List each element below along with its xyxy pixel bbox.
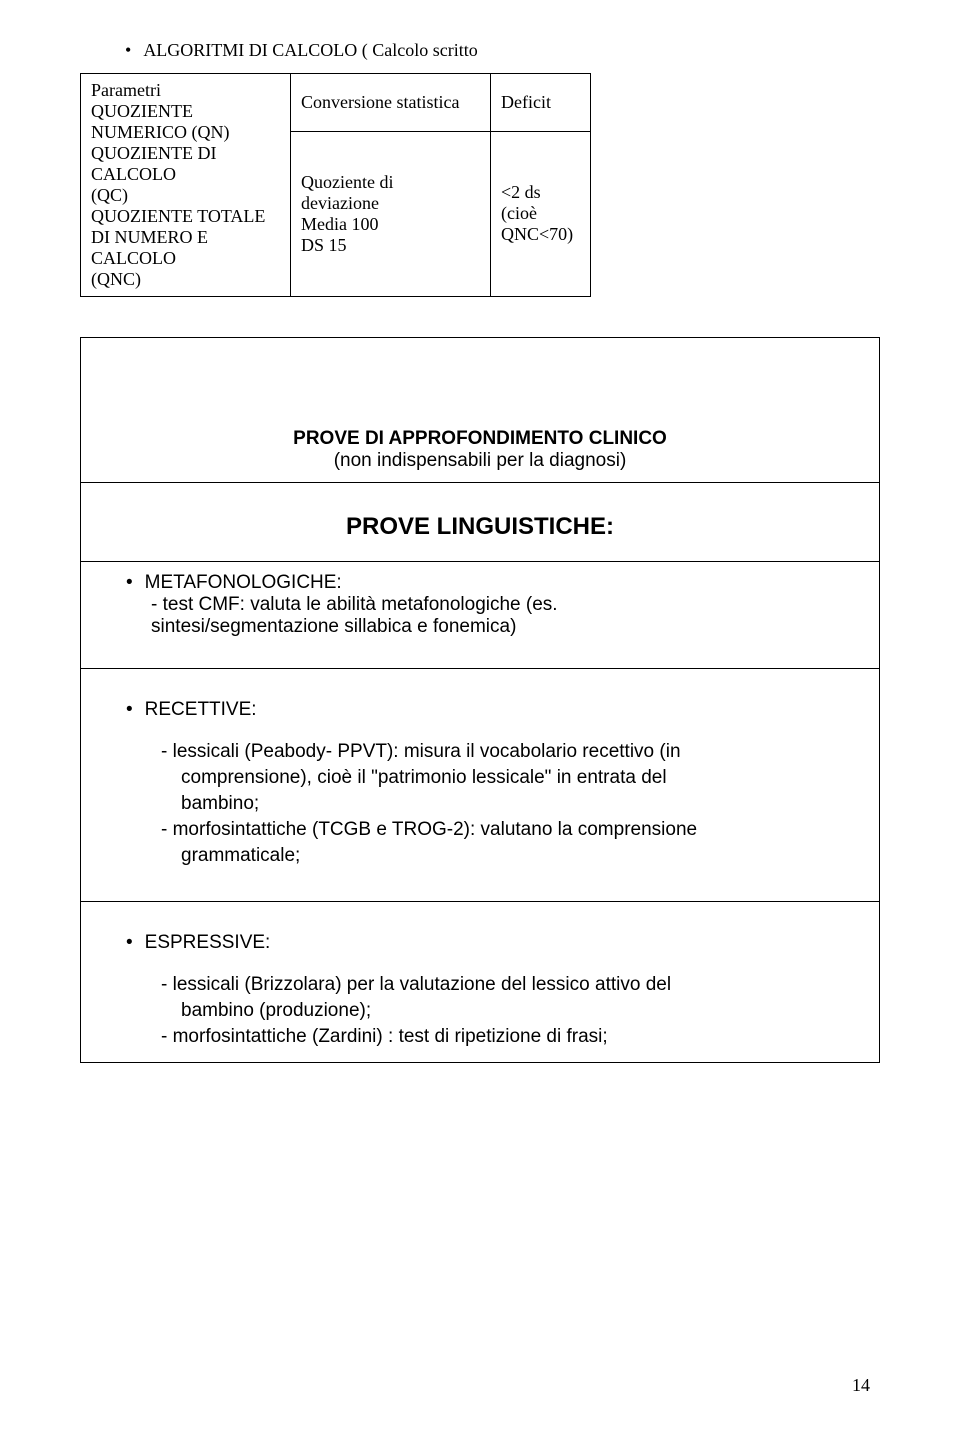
- param-col2-header: Conversione statistica: [291, 74, 491, 132]
- section-title-cell: PROVE LINGUISTICHE:: [81, 483, 880, 562]
- recettive-item2-l1: - morfosintattiche (TCGB e TROG-2): valu…: [181, 819, 864, 841]
- metafonologiche-line1: - test CMF: valuta le abilità metafonolo…: [181, 594, 864, 616]
- section-header-1: PROVE DI APPROFONDIMENTO CLINICO: [96, 428, 864, 450]
- section-header-cell: PROVE DI APPROFONDIMENTO CLINICO (non in…: [81, 338, 880, 483]
- recettive-item1-l3: bambino;: [181, 793, 864, 815]
- espressive-item1-l2: bambino (produzione);: [181, 1000, 864, 1022]
- page-number: 14: [852, 1375, 870, 1396]
- espressive-item1-l1: - lessicali (Brizzolara) per la valutazi…: [181, 974, 864, 996]
- param-col3-body: <2 ds (cioè QNC<70): [491, 131, 591, 296]
- recettive-item2-l2: grammaticale;: [181, 845, 864, 867]
- recettive-category: RECETTIVE:: [146, 699, 864, 721]
- top-bullet: ALGORITMI DI CALCOLO ( Calcolo scritto: [125, 40, 880, 61]
- espressive-category: ESPRESSIVE:: [146, 932, 864, 954]
- param-col3-header: Deficit: [491, 74, 591, 132]
- espressive-item2: - morfosintattiche (Zardini) : test di r…: [181, 1026, 864, 1048]
- recettive-item1-l2: comprensione), cioè il "patrimonio lessi…: [181, 767, 864, 789]
- metafonologiche-line2: sintesi/segmentazione sillabica e fonemi…: [151, 616, 864, 638]
- recettive-item1-l1: - lessicali (Peabody- PPVT): misura il v…: [181, 741, 864, 763]
- param-col1: Parametri QUOZIENTE NUMERICO (QN) QUOZIE…: [81, 74, 291, 297]
- section-title: PROVE LINGUISTICHE:: [96, 493, 864, 551]
- metafonologiche-category: METAFONOLOGICHE:: [146, 572, 864, 594]
- sections-table: PROVE DI APPROFONDIMENTO CLINICO (non in…: [80, 337, 880, 1063]
- section-header-2: (non indispensabili per la diagnosi): [96, 450, 864, 472]
- recettive-cell: RECETTIVE: - lessicali (Peabody- PPVT): …: [81, 669, 880, 902]
- espressive-cell: ESPRESSIVE: - lessicali (Brizzolara) per…: [81, 902, 880, 1063]
- param-col2-body: Quoziente di deviazione Media 100 DS 15: [291, 131, 491, 296]
- parameters-table: Parametri QUOZIENTE NUMERICO (QN) QUOZIE…: [80, 73, 591, 297]
- metafonologiche-cell: METAFONOLOGICHE: - test CMF: valuta le a…: [81, 562, 880, 669]
